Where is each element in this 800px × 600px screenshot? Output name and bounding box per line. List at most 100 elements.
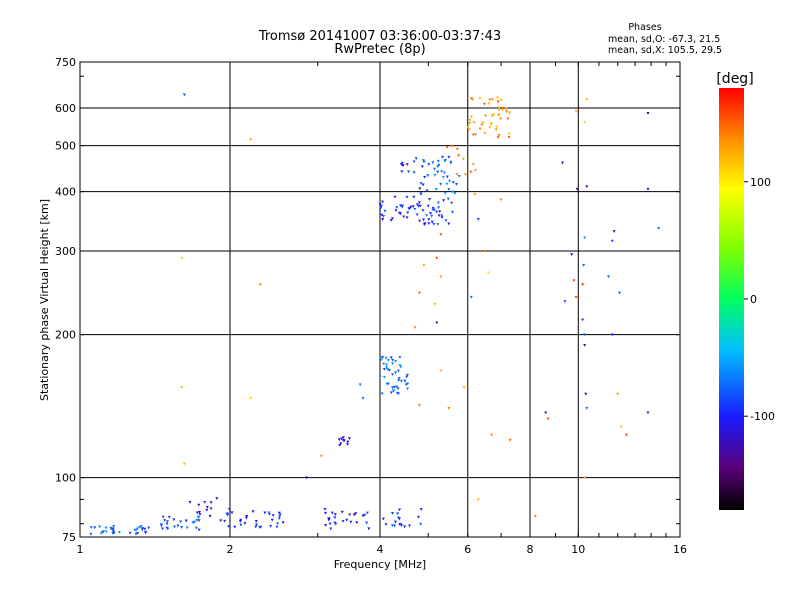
data-point bbox=[205, 508, 209, 512]
data-point bbox=[209, 507, 213, 511]
data-point bbox=[324, 511, 328, 515]
data-point bbox=[468, 121, 472, 125]
colorbar-label: [deg] bbox=[716, 71, 753, 87]
data-point bbox=[361, 396, 365, 400]
data-point bbox=[481, 121, 485, 125]
data-point bbox=[268, 513, 272, 516]
data-point bbox=[492, 113, 496, 117]
data-point bbox=[421, 183, 425, 187]
data-point bbox=[421, 209, 425, 212]
data-point bbox=[476, 218, 480, 221]
data-point bbox=[172, 518, 176, 522]
data-point bbox=[182, 462, 186, 466]
data-point bbox=[342, 439, 346, 443]
data-point bbox=[435, 210, 439, 214]
data-point bbox=[134, 532, 138, 536]
data-point bbox=[267, 511, 271, 515]
data-point bbox=[412, 195, 416, 199]
data-point bbox=[419, 522, 423, 526]
data-point bbox=[391, 358, 395, 362]
data-point bbox=[379, 358, 383, 362]
data-point bbox=[488, 126, 492, 129]
data-point bbox=[473, 168, 477, 172]
data-point bbox=[385, 363, 389, 367]
data-point bbox=[470, 97, 474, 100]
data-point bbox=[457, 174, 461, 178]
data-point bbox=[259, 525, 263, 529]
data-point bbox=[327, 517, 331, 521]
data-point bbox=[161, 515, 165, 519]
data-point bbox=[451, 190, 455, 194]
grid-lines bbox=[80, 62, 680, 537]
data-point bbox=[625, 433, 629, 437]
data-point bbox=[494, 128, 498, 132]
data-point bbox=[431, 161, 435, 165]
colorbar: [deg] 100 0 -100 bbox=[716, 71, 775, 510]
data-point bbox=[439, 369, 443, 373]
data-point bbox=[381, 517, 385, 521]
data-point bbox=[330, 511, 334, 515]
data-point bbox=[379, 204, 383, 208]
data-point bbox=[384, 356, 388, 360]
data-point bbox=[180, 256, 184, 260]
data-point bbox=[245, 514, 249, 518]
data-point bbox=[98, 525, 102, 529]
data-point bbox=[544, 411, 548, 415]
data-point bbox=[399, 365, 403, 369]
data-point bbox=[445, 175, 449, 179]
data-point bbox=[397, 379, 401, 382]
data-point bbox=[329, 527, 333, 531]
data-point bbox=[427, 222, 431, 226]
data-point bbox=[426, 204, 430, 208]
data-point bbox=[147, 526, 151, 530]
data-point bbox=[278, 514, 282, 518]
data-point bbox=[582, 264, 586, 267]
data-point bbox=[435, 321, 439, 325]
x-tick-label: 4 bbox=[377, 543, 384, 556]
data-point bbox=[226, 512, 230, 516]
data-point bbox=[166, 527, 170, 531]
data-point bbox=[413, 207, 417, 211]
data-point bbox=[454, 182, 458, 186]
data-point bbox=[167, 515, 171, 519]
data-point bbox=[425, 214, 429, 218]
data-point bbox=[399, 379, 403, 383]
colorbar-gradient bbox=[719, 88, 744, 510]
data-point bbox=[403, 379, 407, 383]
data-point bbox=[440, 155, 444, 159]
data-point bbox=[352, 513, 356, 517]
data-point bbox=[387, 369, 391, 372]
data-point bbox=[461, 157, 465, 161]
data-point bbox=[180, 526, 184, 529]
data-point bbox=[140, 528, 144, 532]
data-point bbox=[434, 188, 438, 191]
data-point bbox=[346, 443, 350, 446]
data-point bbox=[406, 387, 410, 391]
data-point bbox=[447, 407, 451, 410]
title-block: Tromsø 20141007 03:36:00-03:37:43 RwPret… bbox=[258, 29, 501, 57]
data-point bbox=[334, 522, 338, 526]
x-tick-label: 8 bbox=[527, 543, 534, 556]
data-point bbox=[469, 295, 473, 299]
data-point bbox=[499, 98, 503, 102]
data-point bbox=[482, 102, 486, 106]
data-point bbox=[616, 392, 620, 396]
data-point bbox=[467, 128, 471, 132]
data-point bbox=[391, 373, 395, 377]
data-point bbox=[243, 522, 247, 525]
data-point bbox=[581, 283, 585, 287]
data-point bbox=[341, 519, 345, 523]
data-point bbox=[208, 514, 212, 518]
data-point bbox=[254, 525, 258, 529]
data-point bbox=[447, 188, 451, 191]
x-tick-label: 16 bbox=[673, 543, 687, 556]
data-point bbox=[239, 523, 243, 527]
data-point bbox=[449, 160, 453, 164]
data-point bbox=[254, 520, 258, 523]
data-point bbox=[348, 513, 352, 517]
data-point bbox=[380, 213, 384, 217]
data-point bbox=[395, 206, 399, 209]
data-point bbox=[499, 117, 503, 121]
data-point bbox=[136, 531, 140, 535]
